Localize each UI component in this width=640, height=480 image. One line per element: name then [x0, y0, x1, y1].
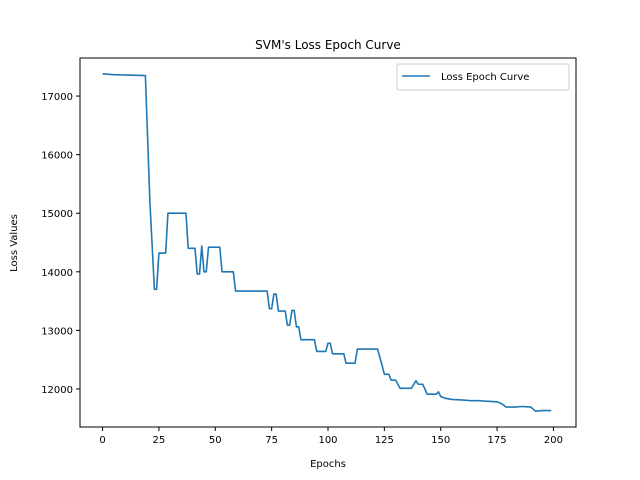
y-tick-label: 16000 [41, 151, 73, 162]
y-tick-label: 15000 [41, 209, 73, 220]
legend: Loss Epoch Curve [396, 63, 570, 91]
x-tick-label: 200 [544, 435, 563, 446]
y-tick-label: 12000 [41, 385, 73, 396]
plot-area [102, 73, 552, 412]
chart-title: SVM's Loss Epoch Curve [255, 38, 401, 52]
legend-label: Loss Epoch Curve [441, 72, 529, 83]
y-axis-ticks: 12000 13000 14000 15000 16000 17000 [41, 92, 80, 396]
x-tick-label: 75 [265, 435, 278, 446]
x-axis-label: Epochs [310, 459, 346, 470]
x-tick-label: 150 [431, 435, 450, 446]
y-axis-label: Loss Values [9, 214, 20, 272]
x-tick-label: 0 [99, 435, 105, 446]
x-tick-label: 50 [209, 435, 222, 446]
y-tick-label: 17000 [41, 92, 73, 103]
x-tick-label: 125 [375, 435, 394, 446]
y-tick-label: 13000 [41, 326, 73, 337]
x-tick-label: 100 [318, 435, 337, 446]
x-axis-ticks: 0 25 50 75 100 125 150 175 200 [99, 427, 563, 446]
y-tick-label: 14000 [41, 268, 73, 279]
legend-box [396, 63, 570, 91]
series-line-loss-epoch-curve [102, 73, 552, 412]
x-tick-label: 175 [488, 435, 507, 446]
x-tick-label: 25 [153, 435, 166, 446]
